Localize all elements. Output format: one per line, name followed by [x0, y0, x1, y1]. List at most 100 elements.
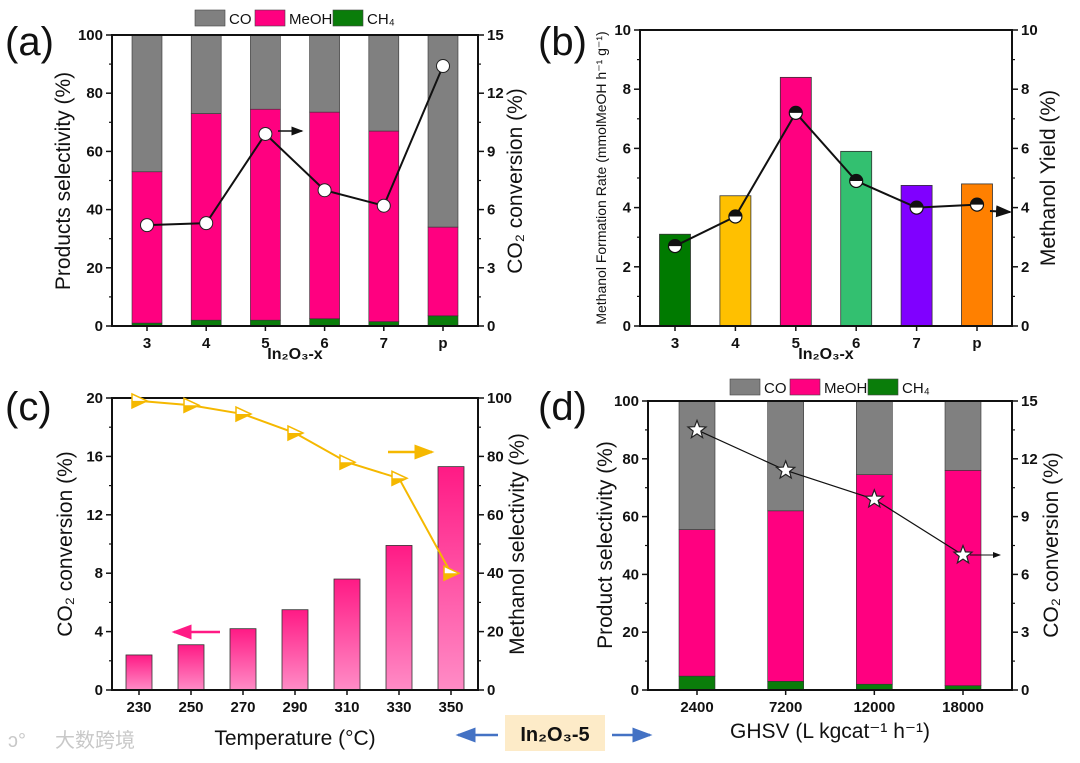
y2-tick-label: 6 — [1021, 566, 1029, 583]
marker-7-fill — [910, 201, 924, 208]
plot-frame — [111, 34, 479, 327]
y-tick-label: 80 — [86, 85, 103, 102]
y-tick-label: 8 — [623, 81, 631, 98]
y2-tick-label: 40 — [487, 565, 504, 582]
legend-swatch-0 — [729, 378, 761, 396]
x-axis-title: In₂O₃-x — [798, 346, 854, 363]
marker-18000 — [952, 543, 974, 565]
y-tick-label: 60 — [86, 143, 103, 160]
y2-tick-label: 6 — [487, 202, 495, 219]
center-label-box — [505, 715, 605, 751]
y-tick-label: 40 — [622, 566, 639, 583]
x-tick-label: 3 — [671, 335, 679, 352]
legend-swatch-0 — [194, 9, 226, 27]
y-tick-label: 12 — [86, 507, 103, 524]
x-tick-label: 4 — [731, 335, 740, 352]
bar-meoh-7200 — [767, 510, 804, 682]
x-tick-label: 4 — [202, 335, 211, 352]
y-tick-label: 20 — [622, 624, 639, 641]
marker-6-fill — [849, 174, 863, 181]
y2-tick-label: 15 — [487, 27, 504, 44]
marker-3-fill — [668, 239, 682, 247]
legend-label: MeOH — [289, 11, 332, 28]
x-tick-label: 290 — [282, 699, 307, 716]
y2-tick-label: 0 — [1021, 682, 1029, 699]
y2-tick-label: 3 — [487, 260, 495, 277]
legend-label: CO — [229, 11, 252, 28]
marker-p — [436, 59, 450, 74]
y2-tick-label: 15 — [1021, 393, 1038, 410]
y2-axis-title: CO₂ conversion (%) — [1040, 452, 1063, 638]
marker-330-fill — [392, 478, 407, 486]
y2-tick-label: 12 — [1021, 451, 1038, 468]
y2-tick-label: 80 — [487, 448, 504, 465]
panel-d: 0 20 40 60 80 100 0 3 6 9 12 15 2400 7200 12000 18000 GH… — [538, 378, 1063, 743]
x-tick-label: 12000 — [853, 699, 895, 716]
x-tick-label: 18000 — [942, 699, 984, 716]
x-tick-label: 250 — [178, 699, 203, 716]
x-tick-label: 230 — [126, 699, 151, 716]
bar-meoh-6 — [309, 111, 340, 320]
marker-p-fill — [970, 198, 984, 205]
y2-tick-label: 3 — [1021, 624, 1029, 641]
x-axis-title: Temperature (°C) — [214, 727, 375, 750]
y-tick-label: 0 — [95, 318, 103, 335]
y-tick-label: 100 — [614, 393, 639, 410]
y2-tick-label: 100 — [487, 390, 512, 407]
bar-310 — [333, 578, 361, 691]
marker-250-fill — [184, 405, 199, 413]
x-tick-label: 5 — [792, 335, 800, 352]
plot-frame — [639, 29, 1013, 327]
bar-meoh-3 — [131, 171, 163, 324]
x-tick-label: 310 — [334, 699, 359, 716]
x-tick-label: 6 — [320, 335, 328, 352]
bar-ch-7200 — [767, 681, 804, 691]
line-d — [696, 429, 964, 556]
panel-label: (b) — [538, 20, 587, 64]
marker-290-fill — [288, 433, 303, 441]
y-axis-title: CO₂ conversion (%) — [54, 451, 77, 637]
center-label: In₂O₃-5 — [520, 724, 589, 746]
watermark-logo-icon: ↄ° — [8, 730, 26, 752]
bar-co-3 — [131, 34, 163, 173]
y2-axis-title: CO₂ conversion (%) — [504, 88, 527, 274]
y2-tick-label: 10 — [1021, 22, 1038, 39]
y-tick-label: 10 — [614, 22, 631, 39]
x-tick-label: 5 — [261, 335, 269, 352]
y-tick-label: 2 — [623, 259, 631, 276]
marker-5 — [258, 126, 273, 141]
bar-meoh-18000 — [944, 470, 982, 686]
bar-250 — [177, 644, 205, 691]
x-tick-label: 350 — [438, 699, 463, 716]
x-tick-label: 270 — [230, 699, 255, 716]
bar-co-5 — [250, 34, 281, 110]
y-tick-label: 60 — [622, 509, 639, 526]
marker-2400 — [686, 418, 708, 439]
marker-5-fill — [789, 106, 803, 113]
y-axis-title: Products selectivity (%) — [52, 72, 75, 290]
y-tick-label: 20 — [86, 390, 103, 407]
bar-230 — [125, 654, 153, 691]
y-tick-label: 4 — [623, 200, 632, 217]
y-tick-label: 6 — [623, 140, 631, 157]
bar-meoh-12000 — [856, 474, 893, 685]
bar-270 — [229, 628, 257, 691]
panel-b: 0 2 4 6 8 10 0 2 4 6 8 10 3 4 5 6 7 p In₂O₃-x Methanol Form… — [538, 20, 1060, 363]
legend-swatch-1 — [254, 9, 286, 27]
marker-7200 — [774, 459, 797, 480]
panel-a: 0 20 40 60 80 100 0 3 6 9 12 15 3 4 5 6 7 p In₂O₃-x Product… — [5, 9, 527, 363]
y-tick-label: 0 — [631, 682, 639, 699]
y2-tick-label: 9 — [1021, 509, 1029, 526]
y2-tick-label: 12 — [487, 85, 504, 102]
arrow-right-b — [989, 205, 1012, 218]
y-tick-label: 16 — [86, 448, 103, 465]
marker-4 — [199, 216, 214, 231]
bar-350 — [437, 466, 465, 691]
y2-tick-label: 60 — [487, 507, 504, 524]
bar-co-6 — [309, 34, 340, 113]
marker-7 — [376, 198, 391, 213]
y2-tick-label: 0 — [1021, 318, 1029, 335]
legend-label: MeOH — [824, 380, 867, 397]
y-tick-label: 80 — [622, 451, 639, 468]
x-tick-label: 330 — [386, 699, 411, 716]
